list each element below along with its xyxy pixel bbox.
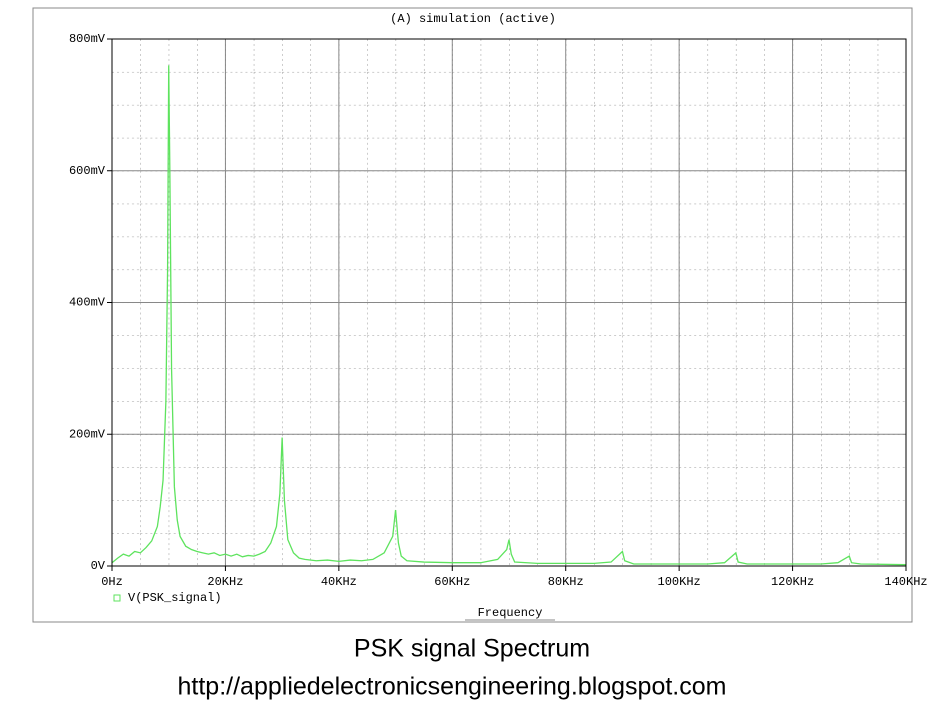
plot-frame: [111, 38, 907, 567]
x-tick-label: 100KHz: [658, 575, 701, 589]
x-tick-label: 40KHz: [321, 575, 357, 589]
line-series: [111, 65, 907, 566]
x-tick-label: 140KHz: [884, 575, 927, 589]
plot: V(PSK_signal): [111, 65, 907, 605]
y-tick-label: 800mV: [69, 32, 106, 46]
x-tick-label: 20KHz: [207, 575, 243, 589]
url: http://appliedelectronicsengineering.blo…: [178, 673, 727, 701]
chart-title: (A) simulation (active): [390, 12, 556, 26]
x-tick-label: 80KHz: [548, 575, 584, 589]
legend-marker: [113, 594, 121, 602]
x-tick-label: 0Hz: [101, 575, 123, 589]
y-tick-label: 600mV: [69, 164, 106, 178]
y-tick-label: 200mV: [69, 427, 106, 441]
caption: PSK signal Spectrum: [354, 635, 590, 663]
x-tick-label: 60KHz: [434, 575, 470, 589]
legend-label: V(PSK_signal): [128, 591, 222, 605]
y-tick-label: 0V: [91, 559, 106, 573]
x-tick-label: 120KHz: [771, 575, 814, 589]
y-tick-label: 400mV: [69, 296, 106, 310]
x-axis-label: Frequency: [478, 606, 543, 620]
frame: [32, 7, 913, 623]
